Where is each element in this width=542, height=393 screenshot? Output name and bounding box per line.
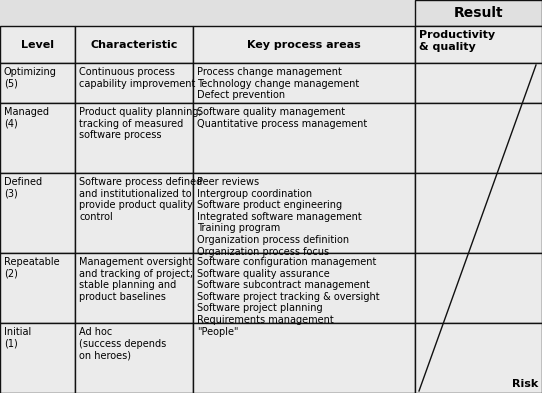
Text: Process change management
Technology change management
Defect prevention: Process change management Technology cha… [197,67,359,100]
Text: Optimizing
(5): Optimizing (5) [4,67,57,88]
Text: Product quality planning;
tracking of measured
software process: Product quality planning; tracking of me… [79,107,202,140]
Text: Risk: Risk [512,379,538,389]
Bar [193,103,415,173]
Bar [75,63,193,103]
Bar [0,253,75,323]
Text: "People": "People" [197,327,238,337]
Bar [0,26,75,63]
Bar [193,26,415,63]
Text: Software process defined
and institutionalized to
provide product quality
contro: Software process defined and institution… [79,177,202,222]
Text: Result: Result [454,6,504,20]
Bar [193,253,415,323]
Text: Management oversight
and tracking of project;
stable planning and
product baseli: Management oversight and tracking of pro… [79,257,193,302]
Text: Software configuration management
Software quality assurance
Software subcontrac: Software configuration management Softwa… [197,257,379,325]
Bar [415,173,542,253]
Bar [415,253,542,323]
Bar [415,103,542,173]
Bar [0,323,75,393]
Bar [415,26,542,63]
Bar [415,0,542,26]
Text: Key process areas: Key process areas [247,40,361,50]
Bar [0,0,415,26]
Bar [193,63,415,103]
Bar [75,323,193,393]
Text: Repeatable
(2): Repeatable (2) [4,257,60,279]
Bar [415,63,542,103]
Bar [75,253,193,323]
Bar [193,323,415,393]
Bar [415,323,542,393]
Bar [0,173,75,253]
Text: Ad hoc
(success depends
on heroes): Ad hoc (success depends on heroes) [79,327,166,360]
Bar [75,26,193,63]
Bar [193,173,415,253]
Text: Characteristic: Characteristic [91,40,178,50]
Text: Peer reviews
Intergroup coordination
Software product engineering
Integrated sof: Peer reviews Intergroup coordination Sof… [197,177,362,257]
Text: Level: Level [21,40,54,50]
Bar [75,173,193,253]
Bar [0,103,75,173]
Text: Initial
(1): Initial (1) [4,327,31,349]
Text: Managed
(4): Managed (4) [4,107,49,129]
Bar [75,103,193,173]
Text: Continuous process
capability improvement: Continuous process capability improvemen… [79,67,195,88]
Text: Software quality management
Quantitative process management: Software quality management Quantitative… [197,107,367,129]
Text: Defined
(3): Defined (3) [4,177,42,198]
Text: Productivity
& quality: Productivity & quality [419,30,495,51]
Bar [0,63,75,103]
